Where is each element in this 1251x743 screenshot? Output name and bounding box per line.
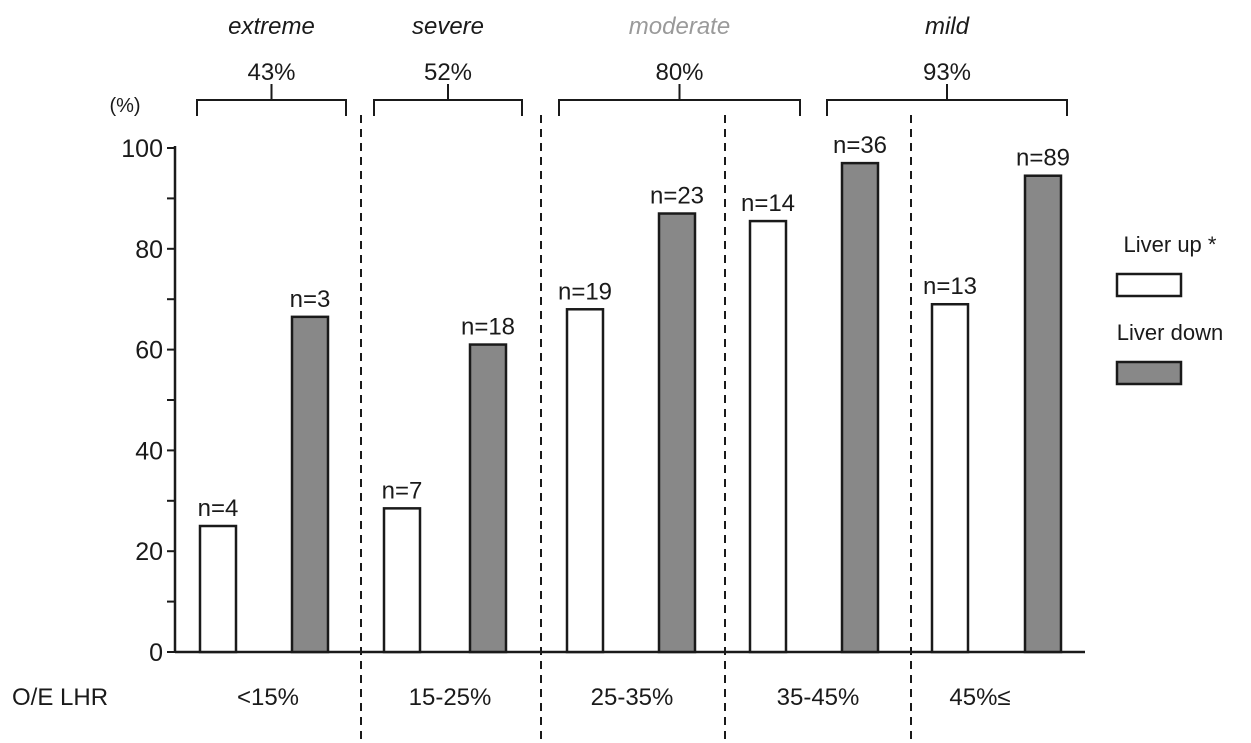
bar-count-labels: n=4 n=7 n=19 n=14 n=13 n=3 n=18 n=23 n=36 n=89 [198,132,1070,522]
bar-count-label: n=89 [1016,145,1070,172]
bar-count-label: n=19 [558,278,612,305]
x-category-label: <15% [237,684,299,711]
bar-count-label: n=18 [461,314,515,341]
bar-liver-up [930,302,970,654]
x-category-label: 15-25% [409,684,492,711]
bar-liver-down [1023,174,1063,654]
bar-count-label: n=3 [290,286,331,313]
legend-label-liver-up: Liver up * [1124,232,1217,257]
y-tick-label: 80 [135,236,163,264]
bar-liver-down [468,343,508,654]
bars [198,161,1063,654]
severity-groups: extreme 43% severe 52% moderate 80% mild 93% [196,13,1068,116]
severity-name: moderate [629,13,730,40]
severity-bracket [558,84,801,116]
y-tick-label: 40 [135,437,163,465]
x-axis-name: O/E LHR [12,684,108,711]
legend: Liver up * Liver down [1115,232,1223,386]
y-tick-label: 0 [149,639,163,667]
y-tick-label: 20 [135,538,163,566]
legend-swatch-liver-down [1115,360,1183,386]
severity-bracket [373,84,523,116]
legend-swatch-liver-up [1115,272,1183,298]
severity-bracket [826,84,1068,116]
bar-count-label: n=13 [923,273,977,300]
legend-label-liver-down: Liver down [1117,320,1223,345]
x-axis-labels: O/E LHR <15% 15-25% 25-35% 35-45% 45%≤ [12,684,1011,711]
bar-count-label: n=14 [741,190,795,217]
x-category-label: 45%≤ [949,684,1010,711]
bar-count-label: n=4 [198,495,239,522]
bar-liver-up [198,524,238,654]
bar-liver-down [290,315,330,654]
y-tick-label: 60 [135,337,163,365]
bar-count-label: n=7 [382,477,423,504]
severity-name: severe [412,13,484,40]
severity-name: mild [925,13,970,40]
y-unit-label: (%) [109,95,140,117]
bar-liver-up [748,219,788,654]
bar-liver-down [840,161,880,654]
severity-percent: 93% [923,59,971,86]
category-dividers [360,115,912,743]
severity-bracket [196,84,347,116]
y-tick-label: 100 [121,135,163,163]
bar-liver-up [382,507,422,654]
x-category-label: 25-35% [591,684,674,711]
bar-count-label: n=23 [650,183,704,210]
x-category-label: 35-45% [777,684,860,711]
severity-name: extreme [228,13,315,40]
bar-count-label: n=36 [833,132,887,159]
severity-percent: 52% [424,59,472,86]
bar-liver-up [565,308,605,654]
severity-percent: 80% [655,59,703,86]
severity-percent: 43% [247,59,295,86]
bar-liver-down [657,212,697,654]
